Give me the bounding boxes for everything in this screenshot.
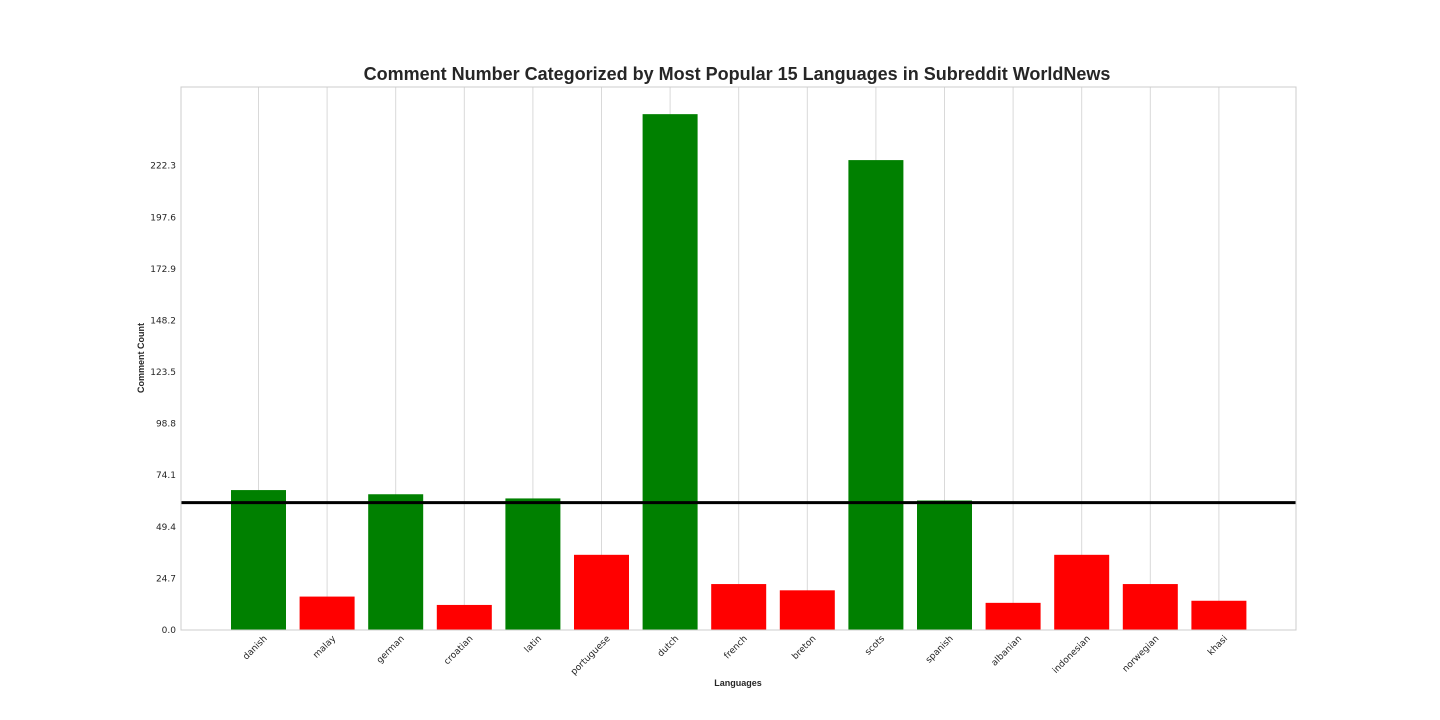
y-axis-label: Comment Count — [136, 323, 146, 393]
gridlines — [258, 87, 1220, 630]
bar-latin — [505, 498, 561, 630]
bar-danish — [231, 490, 286, 630]
y-tick-label: 74.1 — [156, 471, 176, 481]
x-tick-label: norwegian — [1121, 634, 1161, 674]
x-tick-label: scots — [863, 634, 887, 658]
x-tick-label: spanish — [924, 634, 955, 665]
bar-malay — [299, 596, 355, 630]
chart-title: Comment Number Categorized by Most Popul… — [364, 64, 1111, 84]
y-tick-label: 148.2 — [150, 316, 176, 326]
bar-norwegian — [1122, 584, 1178, 630]
plot-frame — [180, 86, 1297, 631]
x-tick-label: albanian — [990, 634, 1024, 668]
y-ticks: 0.0 24.7 49.4 74.1 98.8 123.5 148.2 172.9 197.6 2… — [150, 162, 176, 636]
y-tick-label: 49.4 — [156, 523, 176, 533]
x-tick-label: german — [375, 634, 407, 666]
bars — [231, 114, 1247, 630]
bar-spanish — [917, 500, 972, 630]
y-tick-label: 98.8 — [156, 420, 176, 430]
bar-french — [711, 584, 767, 630]
bar-portuguese — [574, 554, 629, 630]
x-tick-label: portuguese — [569, 634, 613, 678]
x-tick-label: khasi — [1206, 634, 1230, 658]
bar-indonesian — [1054, 554, 1110, 630]
x-tick-label: french — [723, 634, 750, 661]
x-tick-label: malay — [312, 634, 339, 661]
y-tick-label: 123.5 — [150, 368, 176, 378]
x-tick-label: breton — [790, 634, 818, 662]
bar-german — [368, 494, 424, 630]
bar-albanian — [985, 602, 1041, 630]
x-tick-label: croatian — [442, 634, 475, 667]
x-tick-label: dutch — [656, 634, 681, 659]
bar-scots — [848, 160, 904, 630]
y-tick-label: 24.7 — [156, 574, 176, 584]
x-axis-label: Languages — [714, 678, 762, 688]
x-tick-label: latin — [523, 634, 544, 655]
y-tick-label: 172.9 — [150, 265, 176, 275]
y-tick-label: 197.6 — [150, 213, 176, 223]
x-tick-label: danish — [241, 634, 269, 662]
y-tick-label: 0.0 — [162, 626, 177, 636]
bar-croatian — [436, 604, 492, 630]
bar-breton — [779, 590, 835, 630]
y-tick-label: 222.3 — [150, 162, 176, 172]
x-tick-label: indonesian — [1051, 634, 1093, 676]
bar-khasi — [1191, 600, 1247, 630]
x-ticks: danish malay german croatian latin portuguese… — [241, 634, 1230, 678]
bar-dutch — [642, 114, 698, 630]
